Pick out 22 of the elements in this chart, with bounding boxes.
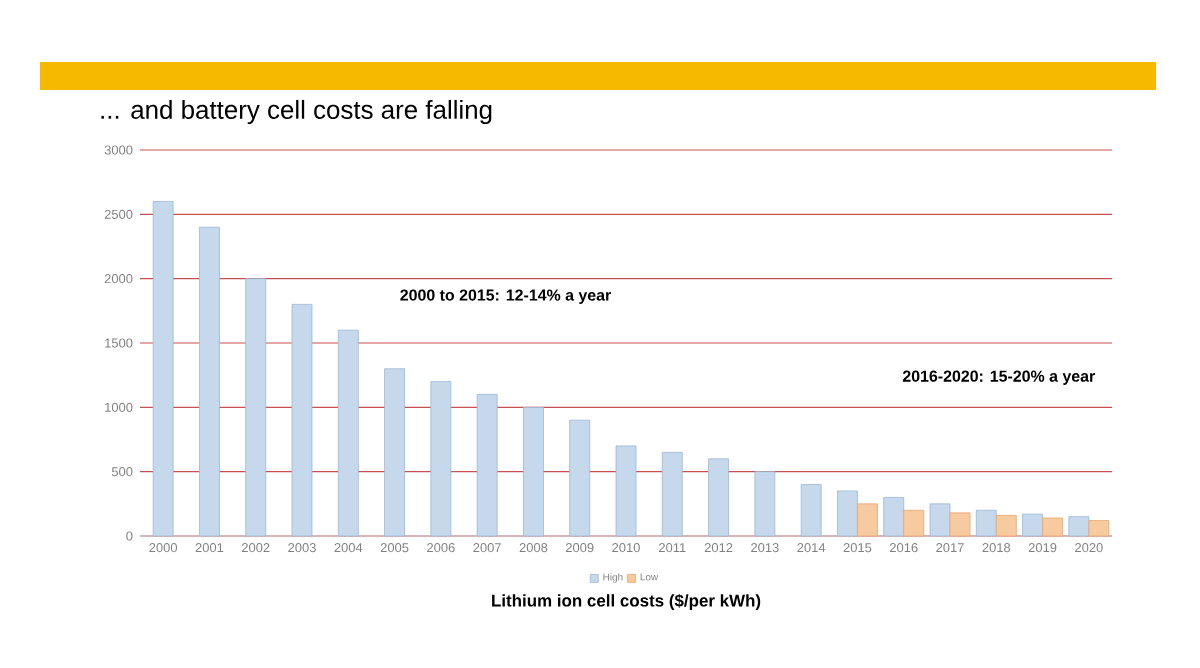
bar <box>152 201 174 537</box>
chart-title: ... and battery cell costs are falling <box>101 99 492 125</box>
bar <box>337 329 359 537</box>
bar <box>929 503 951 537</box>
bar <box>903 509 925 537</box>
bar <box>384 368 405 537</box>
bar <box>430 381 452 537</box>
bar <box>1022 513 1043 537</box>
bar <box>995 515 1017 537</box>
bar <box>837 490 858 537</box>
bar <box>857 503 878 537</box>
bar <box>199 226 220 537</box>
bar <box>1042 517 1063 537</box>
bar <box>245 278 267 537</box>
bar <box>291 304 313 537</box>
x-axis-title: Lithium ion cell costs ($/per kWh) <box>492 593 761 610</box>
bar <box>1088 520 1110 537</box>
bar <box>883 497 905 537</box>
bar <box>476 394 498 537</box>
bar <box>1068 516 1090 537</box>
bar <box>975 509 997 537</box>
bar <box>949 512 971 537</box>
